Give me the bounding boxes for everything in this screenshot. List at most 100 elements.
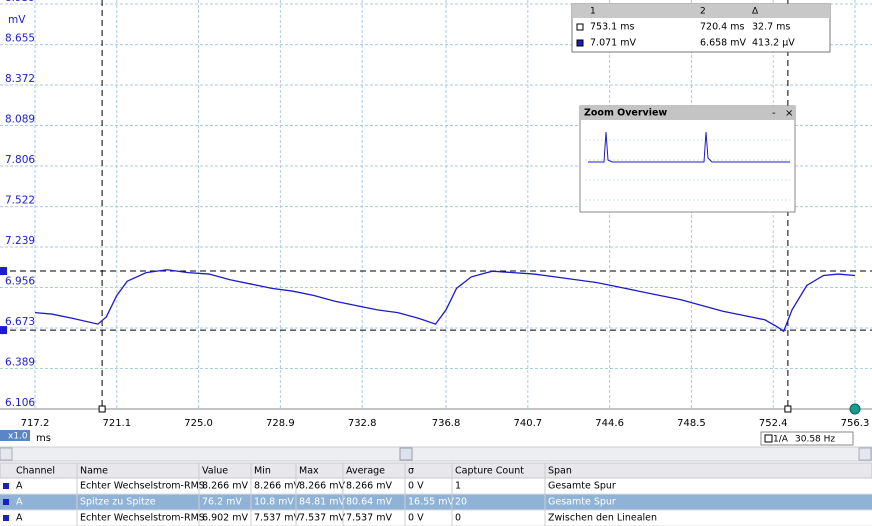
channel-icon bbox=[3, 483, 9, 489]
x-tick-label: 740.7 bbox=[514, 418, 543, 429]
y-unit: mV bbox=[8, 14, 26, 26]
table-cell: 0 V bbox=[408, 481, 424, 492]
y-tick-label: 7.522 bbox=[5, 195, 35, 207]
x-tick-label: 725.0 bbox=[184, 418, 213, 429]
scrollbar[interactable] bbox=[0, 446, 872, 462]
ruler-cell: 6.658 mV bbox=[700, 38, 746, 49]
channel-icon bbox=[3, 499, 9, 505]
x-tick-label: 732.8 bbox=[348, 418, 377, 429]
ruler-icon bbox=[764, 434, 773, 443]
column-header: Value bbox=[202, 466, 228, 477]
table-cell: 16.55 mV bbox=[408, 497, 454, 508]
trigger-marker bbox=[849, 403, 861, 415]
ruler-handle bbox=[0, 326, 7, 335]
table-cell: A bbox=[16, 497, 23, 508]
channel-icon bbox=[3, 515, 9, 521]
zoom-title-bar bbox=[580, 106, 795, 120]
table-cell: 8.266 mV bbox=[299, 481, 345, 492]
table-cell: 76.2 mV bbox=[202, 497, 242, 508]
zoom-overview bbox=[579, 105, 796, 213]
ruler-header-cell: Δ bbox=[752, 7, 759, 17]
table-cell: 7.537 mV bbox=[299, 513, 345, 524]
frequency-value: 30.58 Hz bbox=[795, 435, 835, 445]
y-tick-label: 8.655 bbox=[5, 33, 35, 45]
scroll-right[interactable] bbox=[858, 447, 872, 461]
table-cell: 6.902 mV bbox=[202, 513, 248, 524]
table-cell: 8.266 mV bbox=[254, 481, 300, 492]
x-tick-label: 752.4 bbox=[759, 418, 788, 429]
x-tick-label: 756.3 bbox=[841, 418, 870, 429]
table-cell: Spitze zu Spitze bbox=[80, 497, 156, 508]
table-cell: A bbox=[16, 513, 23, 524]
y-tick-label: 7.806 bbox=[5, 154, 35, 166]
ruler-cell: 7.071 mV bbox=[590, 38, 636, 49]
table-cell: 7.537 mV bbox=[346, 513, 392, 524]
x-tick-label: 721.1 bbox=[102, 418, 131, 429]
ruler-row-icon bbox=[576, 39, 584, 47]
table-cell: Zwischen den Linealen bbox=[548, 513, 657, 524]
y-tick-label: 8.089 bbox=[5, 114, 35, 126]
table-cell: 80.64 mV bbox=[346, 497, 392, 508]
x-tick-label: 717.2 bbox=[21, 418, 50, 429]
ruler-header-cell: 2 bbox=[700, 7, 706, 17]
ruler-handle bbox=[0, 267, 7, 276]
table-header bbox=[0, 462, 872, 479]
table-cell: Gesamte Spur bbox=[548, 497, 616, 508]
scroll-left[interactable] bbox=[0, 447, 13, 461]
table-cell: 0 bbox=[455, 513, 461, 524]
column-header: Average bbox=[346, 466, 385, 477]
table-cell: 1 bbox=[455, 481, 461, 492]
ruler-cell: 753.1 ms bbox=[590, 22, 634, 33]
ruler-cell: 413.2 µV bbox=[752, 38, 795, 49]
zoom-mini-trace bbox=[588, 131, 790, 163]
waveform bbox=[34, 269, 856, 333]
table-cell: Echter Wechselstrom-RMS bbox=[80, 481, 205, 492]
x-unit: ms bbox=[36, 433, 51, 444]
x-tick-label: 748.5 bbox=[677, 418, 706, 429]
column-header: Name bbox=[80, 466, 108, 477]
ruler-handle bbox=[784, 405, 792, 413]
y-tick-label: 8.372 bbox=[5, 73, 35, 85]
table-cell: 8.266 mV bbox=[202, 481, 248, 492]
ruler-row-icon bbox=[576, 23, 584, 31]
zoom-level: x1.0 bbox=[8, 432, 28, 442]
y-tick-label: 7.239 bbox=[5, 235, 35, 247]
x-tick-label: 728.9 bbox=[266, 418, 295, 429]
y-tick-label: 6.389 bbox=[5, 357, 35, 369]
table-cell: 7.537 mV bbox=[254, 513, 300, 524]
table-cell: 0 V bbox=[408, 513, 424, 524]
frequency-label: 1/A bbox=[773, 435, 789, 445]
column-header: Span bbox=[548, 466, 572, 477]
close[interactable]: × bbox=[785, 108, 793, 119]
table-cell: A bbox=[16, 481, 23, 492]
ruler-handle bbox=[98, 405, 106, 413]
ruler-header-cell: 1 bbox=[590, 7, 596, 17]
frequency-box bbox=[760, 431, 854, 446]
ruler-header bbox=[572, 4, 830, 18]
minimize[interactable]: - bbox=[772, 108, 776, 119]
y-tick-label: 8.939 bbox=[5, 0, 35, 4]
table-cell: 84.81 mV bbox=[299, 497, 345, 508]
x-tick-label: 736.8 bbox=[432, 418, 461, 429]
y-tick-label: 6.956 bbox=[5, 275, 35, 287]
zoom-badge[interactable] bbox=[0, 430, 30, 441]
column-header: Max bbox=[299, 466, 319, 477]
selected-row[interactable] bbox=[0, 494, 872, 510]
x-tick-label: 744.6 bbox=[595, 418, 624, 429]
ruler-cell: 720.4 ms bbox=[700, 22, 744, 33]
table-cell: 8.266 mV bbox=[346, 481, 392, 492]
y-tick-label: 6.106 bbox=[5, 397, 35, 409]
column-header: Min bbox=[254, 466, 271, 477]
y-tick-label: 6.673 bbox=[5, 316, 35, 328]
scroll-thumb[interactable] bbox=[399, 447, 413, 461]
column-header: σ bbox=[408, 466, 414, 477]
zoom-title: Zoom Overview bbox=[584, 108, 667, 119]
table-cell: Gesamte Spur bbox=[548, 481, 616, 492]
table-cell: Echter Wechselstrom-RMS bbox=[80, 513, 205, 524]
ruler-cell: 32.7 ms bbox=[752, 22, 790, 33]
table-cell: 10.8 mV bbox=[254, 497, 294, 508]
table-cell: 20 bbox=[455, 497, 467, 508]
column-header: Capture Count bbox=[455, 466, 524, 477]
